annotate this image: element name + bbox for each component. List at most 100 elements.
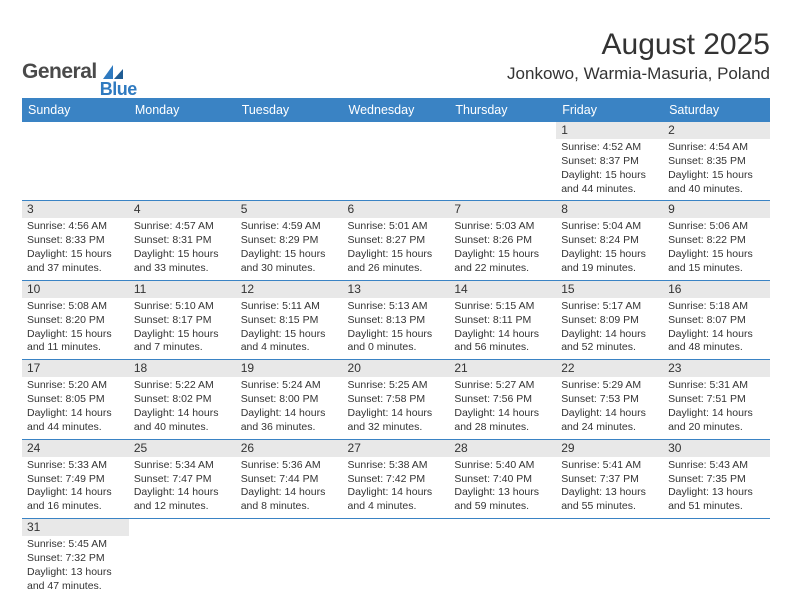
calendar-day-cell: 9Sunrise: 5:06 AMSunset: 8:22 PMDaylight…: [663, 201, 770, 280]
day-details: Sunrise: 5:25 AMSunset: 7:58 PMDaylight:…: [343, 377, 450, 438]
calendar-day-cell: 11Sunrise: 5:10 AMSunset: 8:17 PMDayligh…: [129, 280, 236, 359]
day-number: 25: [129, 440, 236, 457]
day-number: 29: [556, 440, 663, 457]
calendar-week-row: 10Sunrise: 5:08 AMSunset: 8:20 PMDayligh…: [22, 280, 770, 359]
weekday-header: Tuesday: [236, 98, 343, 122]
month-year-title: August 2025: [507, 28, 770, 62]
calendar-day-cell: 14Sunrise: 5:15 AMSunset: 8:11 PMDayligh…: [449, 280, 556, 359]
calendar-day-cell: [556, 519, 663, 598]
calendar-day-cell: 6Sunrise: 5:01 AMSunset: 8:27 PMDaylight…: [343, 201, 450, 280]
day-details: Sunrise: 4:54 AMSunset: 8:35 PMDaylight:…: [663, 139, 770, 200]
calendar-day-cell: [22, 122, 129, 201]
calendar-day-cell: 24Sunrise: 5:33 AMSunset: 7:49 PMDayligh…: [22, 439, 129, 518]
day-number: 9: [663, 201, 770, 218]
day-details: Sunrise: 5:20 AMSunset: 8:05 PMDaylight:…: [22, 377, 129, 438]
calendar-header: SundayMondayTuesdayWednesdayThursdayFrid…: [22, 98, 770, 122]
day-number: 16: [663, 281, 770, 298]
calendar-day-cell: [236, 519, 343, 598]
day-details: Sunrise: 5:13 AMSunset: 8:13 PMDaylight:…: [343, 298, 450, 359]
weekday-header: Thursday: [449, 98, 556, 122]
day-details: Sunrise: 5:38 AMSunset: 7:42 PMDaylight:…: [343, 457, 450, 518]
day-details: Sunrise: 5:08 AMSunset: 8:20 PMDaylight:…: [22, 298, 129, 359]
day-details: Sunrise: 5:40 AMSunset: 7:40 PMDaylight:…: [449, 457, 556, 518]
calendar-week-row: 3Sunrise: 4:56 AMSunset: 8:33 PMDaylight…: [22, 201, 770, 280]
calendar-week-row: 1Sunrise: 4:52 AMSunset: 8:37 PMDaylight…: [22, 122, 770, 201]
day-details: Sunrise: 5:10 AMSunset: 8:17 PMDaylight:…: [129, 298, 236, 359]
calendar-day-cell: 29Sunrise: 5:41 AMSunset: 7:37 PMDayligh…: [556, 439, 663, 518]
day-number: 15: [556, 281, 663, 298]
calendar-day-cell: 25Sunrise: 5:34 AMSunset: 7:47 PMDayligh…: [129, 439, 236, 518]
day-details: Sunrise: 4:52 AMSunset: 8:37 PMDaylight:…: [556, 139, 663, 200]
day-details: Sunrise: 5:34 AMSunset: 7:47 PMDaylight:…: [129, 457, 236, 518]
day-details: Sunrise: 4:59 AMSunset: 8:29 PMDaylight:…: [236, 218, 343, 279]
calendar-day-cell: 12Sunrise: 5:11 AMSunset: 8:15 PMDayligh…: [236, 280, 343, 359]
day-number: 2: [663, 122, 770, 139]
location-subtitle: Jonkowo, Warmia-Masuria, Poland: [507, 64, 770, 84]
calendar-day-cell: 5Sunrise: 4:59 AMSunset: 8:29 PMDaylight…: [236, 201, 343, 280]
calendar-day-cell: 17Sunrise: 5:20 AMSunset: 8:05 PMDayligh…: [22, 360, 129, 439]
day-details: Sunrise: 5:01 AMSunset: 8:27 PMDaylight:…: [343, 218, 450, 279]
day-number: 12: [236, 281, 343, 298]
calendar-week-row: 31Sunrise: 5:45 AMSunset: 7:32 PMDayligh…: [22, 519, 770, 598]
calendar-day-cell: 10Sunrise: 5:08 AMSunset: 8:20 PMDayligh…: [22, 280, 129, 359]
calendar-day-cell: 27Sunrise: 5:38 AMSunset: 7:42 PMDayligh…: [343, 439, 450, 518]
day-details: Sunrise: 5:31 AMSunset: 7:51 PMDaylight:…: [663, 377, 770, 438]
day-number: 10: [22, 281, 129, 298]
day-number: 8: [556, 201, 663, 218]
day-details: Sunrise: 5:04 AMSunset: 8:24 PMDaylight:…: [556, 218, 663, 279]
day-number: 27: [343, 440, 450, 457]
day-number: 31: [22, 519, 129, 536]
day-details: Sunrise: 5:22 AMSunset: 8:02 PMDaylight:…: [129, 377, 236, 438]
day-number: 18: [129, 360, 236, 377]
day-details: Sunrise: 5:15 AMSunset: 8:11 PMDaylight:…: [449, 298, 556, 359]
calendar-day-cell: 7Sunrise: 5:03 AMSunset: 8:26 PMDaylight…: [449, 201, 556, 280]
heading-block: August 2025 Jonkowo, Warmia-Masuria, Pol…: [507, 28, 770, 84]
day-details: Sunrise: 5:36 AMSunset: 7:44 PMDaylight:…: [236, 457, 343, 518]
calendar-day-cell: 26Sunrise: 5:36 AMSunset: 7:44 PMDayligh…: [236, 439, 343, 518]
calendar-day-cell: 2Sunrise: 4:54 AMSunset: 8:35 PMDaylight…: [663, 122, 770, 201]
header-row: General Blue August 2025 Jonkowo, Warmia…: [22, 28, 770, 84]
calendar-day-cell: [663, 519, 770, 598]
calendar-day-cell: 30Sunrise: 5:43 AMSunset: 7:35 PMDayligh…: [663, 439, 770, 518]
calendar-table: SundayMondayTuesdayWednesdayThursdayFrid…: [22, 98, 770, 598]
day-number: 26: [236, 440, 343, 457]
day-details: Sunrise: 5:45 AMSunset: 7:32 PMDaylight:…: [22, 536, 129, 597]
calendar-day-cell: [343, 519, 450, 598]
calendar-day-cell: 19Sunrise: 5:24 AMSunset: 8:00 PMDayligh…: [236, 360, 343, 439]
day-number: 22: [556, 360, 663, 377]
day-number: 24: [22, 440, 129, 457]
day-details: Sunrise: 5:11 AMSunset: 8:15 PMDaylight:…: [236, 298, 343, 359]
day-details: Sunrise: 5:24 AMSunset: 8:00 PMDaylight:…: [236, 377, 343, 438]
calendar-body: 1Sunrise: 4:52 AMSunset: 8:37 PMDaylight…: [22, 122, 770, 598]
day-details: Sunrise: 5:03 AMSunset: 8:26 PMDaylight:…: [449, 218, 556, 279]
calendar-day-cell: 8Sunrise: 5:04 AMSunset: 8:24 PMDaylight…: [556, 201, 663, 280]
day-number: 17: [22, 360, 129, 377]
calendar-day-cell: [343, 122, 450, 201]
calendar-day-cell: [129, 519, 236, 598]
calendar-day-cell: 4Sunrise: 4:57 AMSunset: 8:31 PMDaylight…: [129, 201, 236, 280]
day-details: Sunrise: 4:56 AMSunset: 8:33 PMDaylight:…: [22, 218, 129, 279]
calendar-day-cell: 28Sunrise: 5:40 AMSunset: 7:40 PMDayligh…: [449, 439, 556, 518]
calendar-day-cell: [129, 122, 236, 201]
weekday-header: Monday: [129, 98, 236, 122]
day-details: Sunrise: 5:43 AMSunset: 7:35 PMDaylight:…: [663, 457, 770, 518]
day-number: 13: [343, 281, 450, 298]
calendar-day-cell: 1Sunrise: 4:52 AMSunset: 8:37 PMDaylight…: [556, 122, 663, 201]
logo-text-blue: Blue: [100, 79, 137, 100]
day-number: 20: [343, 360, 450, 377]
logo-text-general: General: [22, 60, 97, 84]
calendar-day-cell: 13Sunrise: 5:13 AMSunset: 8:13 PMDayligh…: [343, 280, 450, 359]
day-number: 19: [236, 360, 343, 377]
calendar-week-row: 24Sunrise: 5:33 AMSunset: 7:49 PMDayligh…: [22, 439, 770, 518]
day-details: Sunrise: 4:57 AMSunset: 8:31 PMDaylight:…: [129, 218, 236, 279]
day-number: 1: [556, 122, 663, 139]
calendar-day-cell: 15Sunrise: 5:17 AMSunset: 8:09 PMDayligh…: [556, 280, 663, 359]
calendar-day-cell: [449, 519, 556, 598]
day-number: 6: [343, 201, 450, 218]
calendar-day-cell: [236, 122, 343, 201]
calendar-week-row: 17Sunrise: 5:20 AMSunset: 8:05 PMDayligh…: [22, 360, 770, 439]
day-details: Sunrise: 5:29 AMSunset: 7:53 PMDaylight:…: [556, 377, 663, 438]
calendar-day-cell: 23Sunrise: 5:31 AMSunset: 7:51 PMDayligh…: [663, 360, 770, 439]
calendar-day-cell: 16Sunrise: 5:18 AMSunset: 8:07 PMDayligh…: [663, 280, 770, 359]
logo: General Blue: [22, 52, 163, 84]
